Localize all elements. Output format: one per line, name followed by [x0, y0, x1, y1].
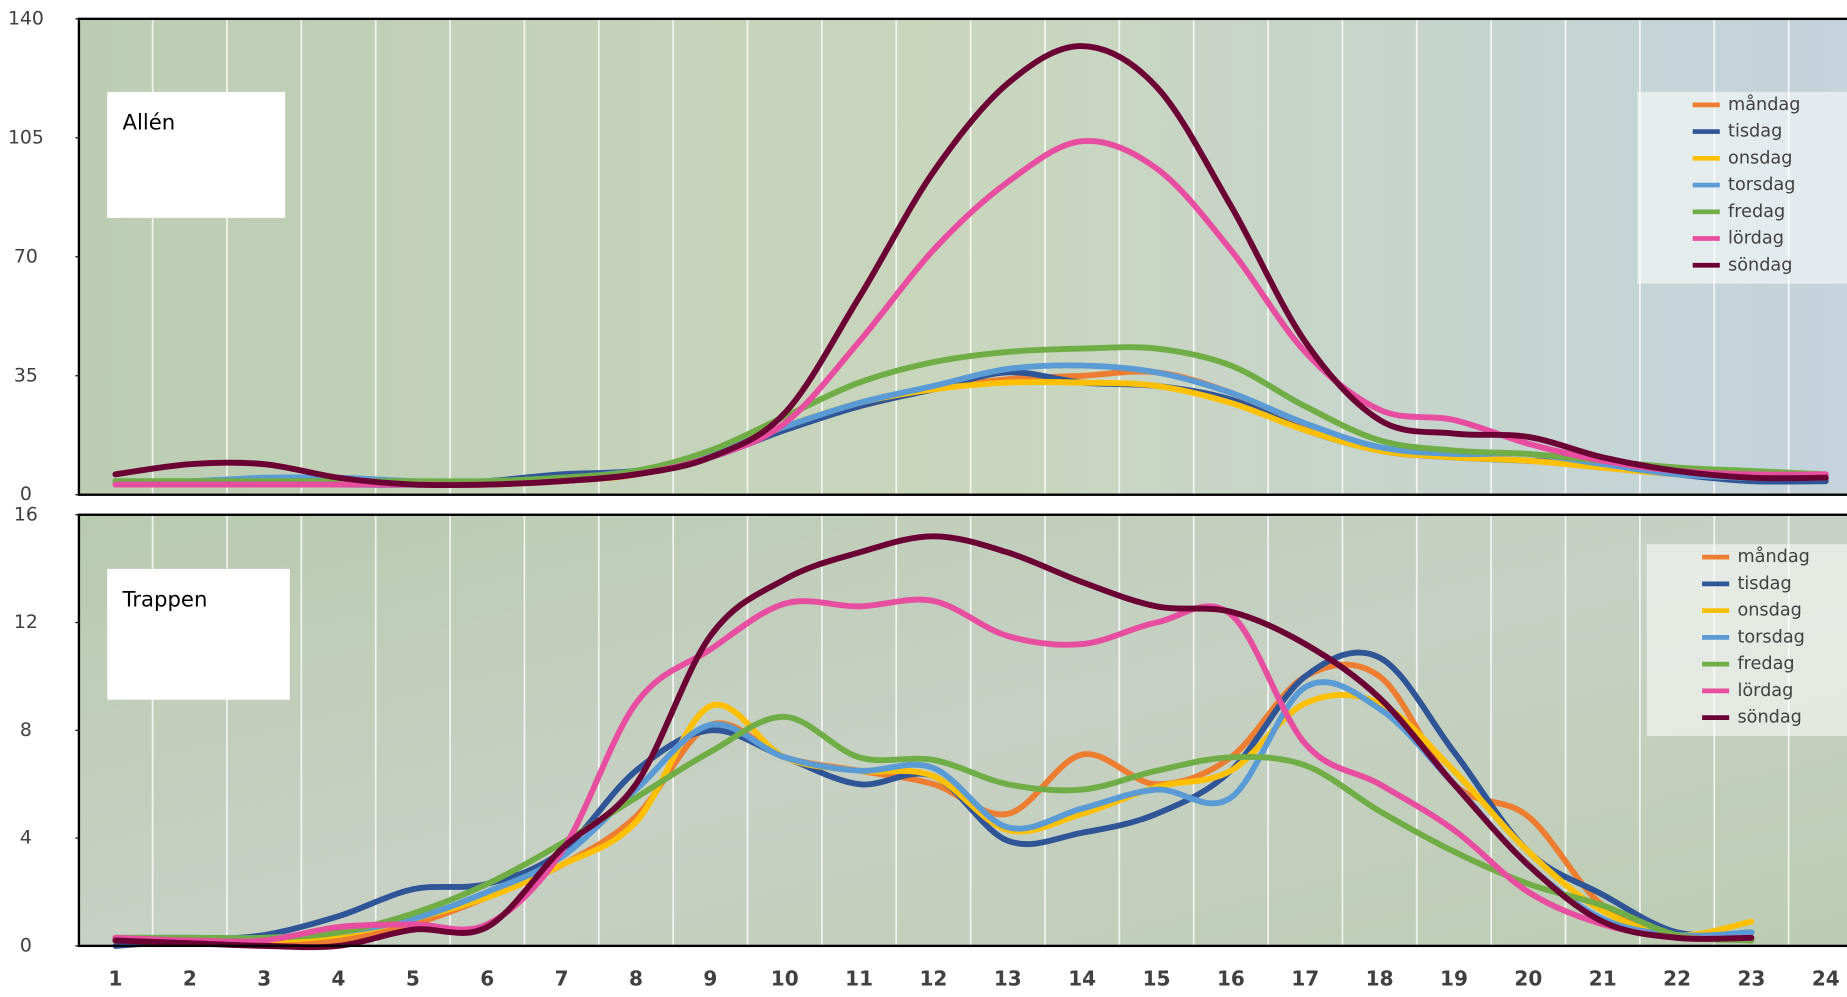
legend-label: söndag	[1737, 708, 1801, 728]
x-tick-label: 6	[480, 967, 494, 991]
x-tick-label: 20	[1514, 967, 1542, 991]
x-tick-label: 15	[1143, 967, 1171, 991]
legend-label: söndag	[1728, 255, 1792, 275]
y-tick-label: 35	[14, 365, 38, 386]
x-tick-label: 16	[1217, 967, 1245, 991]
y-tick-label: 0	[20, 935, 32, 956]
legend-label: torsdag	[1737, 627, 1804, 647]
y-tick-label: 105	[8, 127, 44, 148]
legend-label: måndag	[1737, 546, 1809, 567]
legend-label: tisdag	[1737, 574, 1791, 594]
x-tick-label: 12	[920, 967, 948, 991]
x-tick-label: 4	[332, 967, 346, 991]
line	[112, 713, 1755, 944]
label-box	[107, 91, 286, 218]
y-tick-label: 70	[14, 246, 38, 267]
x-tick-label: 21	[1589, 967, 1617, 991]
x-tick-label: 24	[1812, 967, 1840, 991]
plot-background	[78, 18, 1847, 495]
x-tick-label: 3	[257, 967, 271, 991]
x-tick-label: 23	[1738, 967, 1766, 991]
x-tick-label: 14	[1068, 967, 1096, 991]
x-tick-label: 18	[1366, 967, 1394, 991]
legend-box	[1646, 544, 1847, 737]
legend-label: onsdag	[1737, 601, 1801, 621]
x-tick-label: 2	[183, 967, 197, 991]
line	[112, 596, 1755, 945]
line	[112, 344, 1829, 485]
x-tick-label: 17	[1291, 967, 1319, 991]
x-tick-label: 11	[845, 967, 873, 991]
y-tick-label: 0	[20, 484, 32, 505]
x-tick-label: 19	[1440, 967, 1468, 991]
legend-label: lördag	[1728, 229, 1784, 249]
legend-label: måndag	[1728, 94, 1800, 115]
legend-label: fredag	[1728, 202, 1785, 222]
panel-label: Allén	[123, 110, 176, 135]
y-tick-label: 140	[8, 8, 44, 29]
legend-label: lördag	[1737, 681, 1793, 701]
x-tick-label: 10	[771, 967, 799, 991]
panel-label: Trappen	[122, 587, 208, 612]
y-tick-label: 12	[14, 612, 38, 633]
x-tick-label: 13	[994, 967, 1022, 991]
label-box	[107, 568, 290, 700]
y-tick-label: 8	[20, 720, 32, 741]
x-tick-label: 9	[703, 967, 717, 991]
x-tick-label: 5	[406, 967, 420, 991]
y-tick-label: 16	[14, 504, 38, 525]
plot-frame	[77, 17, 1847, 496]
legend-label: onsdag	[1728, 148, 1792, 168]
y-tick-label: 4	[20, 828, 32, 849]
line	[112, 43, 1829, 489]
x-tick-label: 8	[629, 967, 643, 991]
x-tick-label: 22	[1663, 967, 1691, 991]
legend-label: torsdag	[1728, 175, 1795, 195]
legend-label: fredag	[1737, 654, 1794, 674]
legend-label: tisdag	[1728, 122, 1782, 142]
legend-box	[1637, 91, 1847, 284]
x-tick-label: 1	[108, 967, 122, 991]
x-tick-label: 7	[555, 967, 569, 991]
line	[112, 533, 1755, 951]
plot-frame	[77, 513, 1847, 948]
